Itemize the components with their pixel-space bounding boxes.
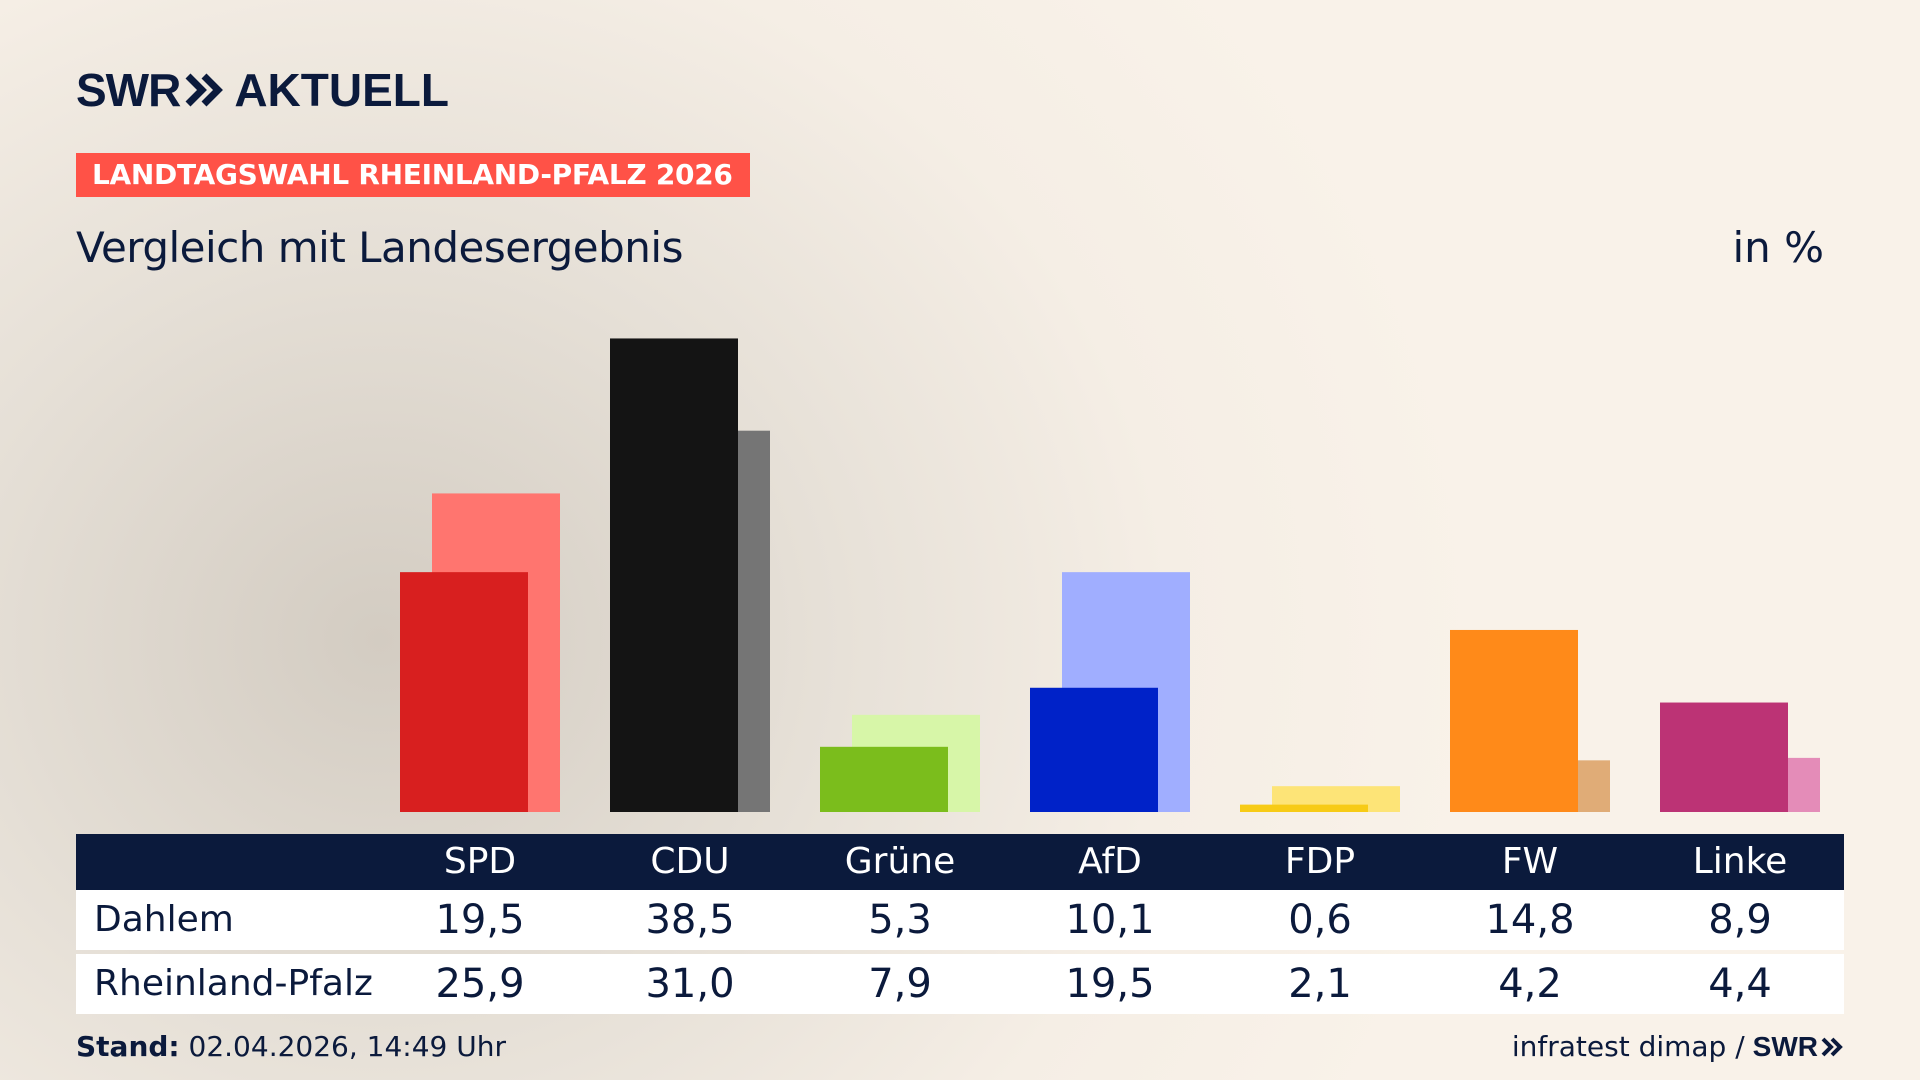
stand-label: Stand: bbox=[76, 1030, 180, 1063]
unit-label: in % bbox=[1732, 223, 1824, 272]
table-cell: 19,5 bbox=[435, 897, 525, 943]
bar-dahlem-afd bbox=[1030, 687, 1158, 812]
table-cell: 4,2 bbox=[1498, 961, 1562, 1007]
bar-dahlem-grüne bbox=[820, 746, 948, 812]
table-row-rlp: Rheinland-Pfalz 25,9 31,0 7,9 19,5 2,1 4,2 4,4 bbox=[76, 954, 1844, 1014]
column-header: SPD bbox=[443, 841, 517, 882]
row-label: Rheinland-Pfalz bbox=[94, 963, 373, 1004]
bar-dahlem-linke bbox=[1660, 702, 1788, 812]
column-header: Grüne bbox=[844, 841, 956, 882]
column-header: AfD bbox=[1078, 841, 1142, 882]
stand-value: 02.04.2026, 14:49 Uhr bbox=[188, 1030, 506, 1063]
bar-chart bbox=[400, 338, 1820, 812]
table-cell: 0,6 bbox=[1288, 897, 1352, 943]
swr-aktuell-logo: SWR AKTUELL bbox=[76, 64, 449, 116]
footer-swr-logo: SWR bbox=[1752, 1031, 1818, 1062]
source-credit: infratest dimap / SWR bbox=[1512, 1030, 1844, 1064]
column-header: CDU bbox=[650, 841, 730, 882]
bar-dahlem-fdp bbox=[1240, 804, 1368, 812]
table-cell: 5,3 bbox=[868, 897, 932, 943]
column-header: Linke bbox=[1692, 841, 1788, 882]
logo-aktuell-text: AKTUELL bbox=[234, 64, 449, 116]
chart-subtitle: Vergleich mit Landesergebnis bbox=[76, 223, 683, 272]
election-tag: LANDTAGSWAHL RHEINLAND-PFALZ 2026 bbox=[76, 153, 750, 197]
table-row-dahlem: Dahlem 19,5 38,5 5,3 10,1 0,6 14,8 8,9 bbox=[76, 890, 1844, 950]
table-cell: 4,4 bbox=[1708, 961, 1772, 1007]
column-header: FW bbox=[1501, 841, 1559, 882]
results-table: SPD CDU Grüne AfD FDP FW Linke Dahlem 19,5 38,5… bbox=[76, 834, 1844, 1014]
table-cell: 10,1 bbox=[1065, 897, 1155, 943]
table-cell: 19,5 bbox=[1065, 961, 1155, 1007]
table-cell: 31,0 bbox=[645, 961, 735, 1007]
table-cell: 25,9 bbox=[435, 961, 525, 1007]
column-header: FDP bbox=[1284, 841, 1356, 882]
table-cell: 14,8 bbox=[1485, 897, 1575, 943]
bar-dahlem-fw bbox=[1450, 629, 1578, 812]
source-text: infratest dimap / bbox=[1511, 1030, 1745, 1063]
double-chevron-icon bbox=[185, 73, 224, 107]
timestamp: Stand: 02.04.2026, 14:49 Uhr bbox=[76, 1030, 506, 1064]
logo-swr-text: SWR bbox=[76, 64, 181, 116]
table-cell: 2,1 bbox=[1288, 961, 1352, 1007]
table-cell: 7,9 bbox=[868, 961, 932, 1007]
table-cell: 8,9 bbox=[1708, 897, 1772, 943]
bar-dahlem-cdu bbox=[610, 338, 738, 812]
row-label: Dahlem bbox=[94, 899, 234, 940]
double-chevron-icon bbox=[1821, 1037, 1843, 1057]
table-cell: 38,5 bbox=[645, 897, 735, 943]
table-header: SPD CDU Grüne AfD FDP FW Linke bbox=[76, 834, 1844, 890]
bar-dahlem-spd bbox=[400, 572, 528, 812]
